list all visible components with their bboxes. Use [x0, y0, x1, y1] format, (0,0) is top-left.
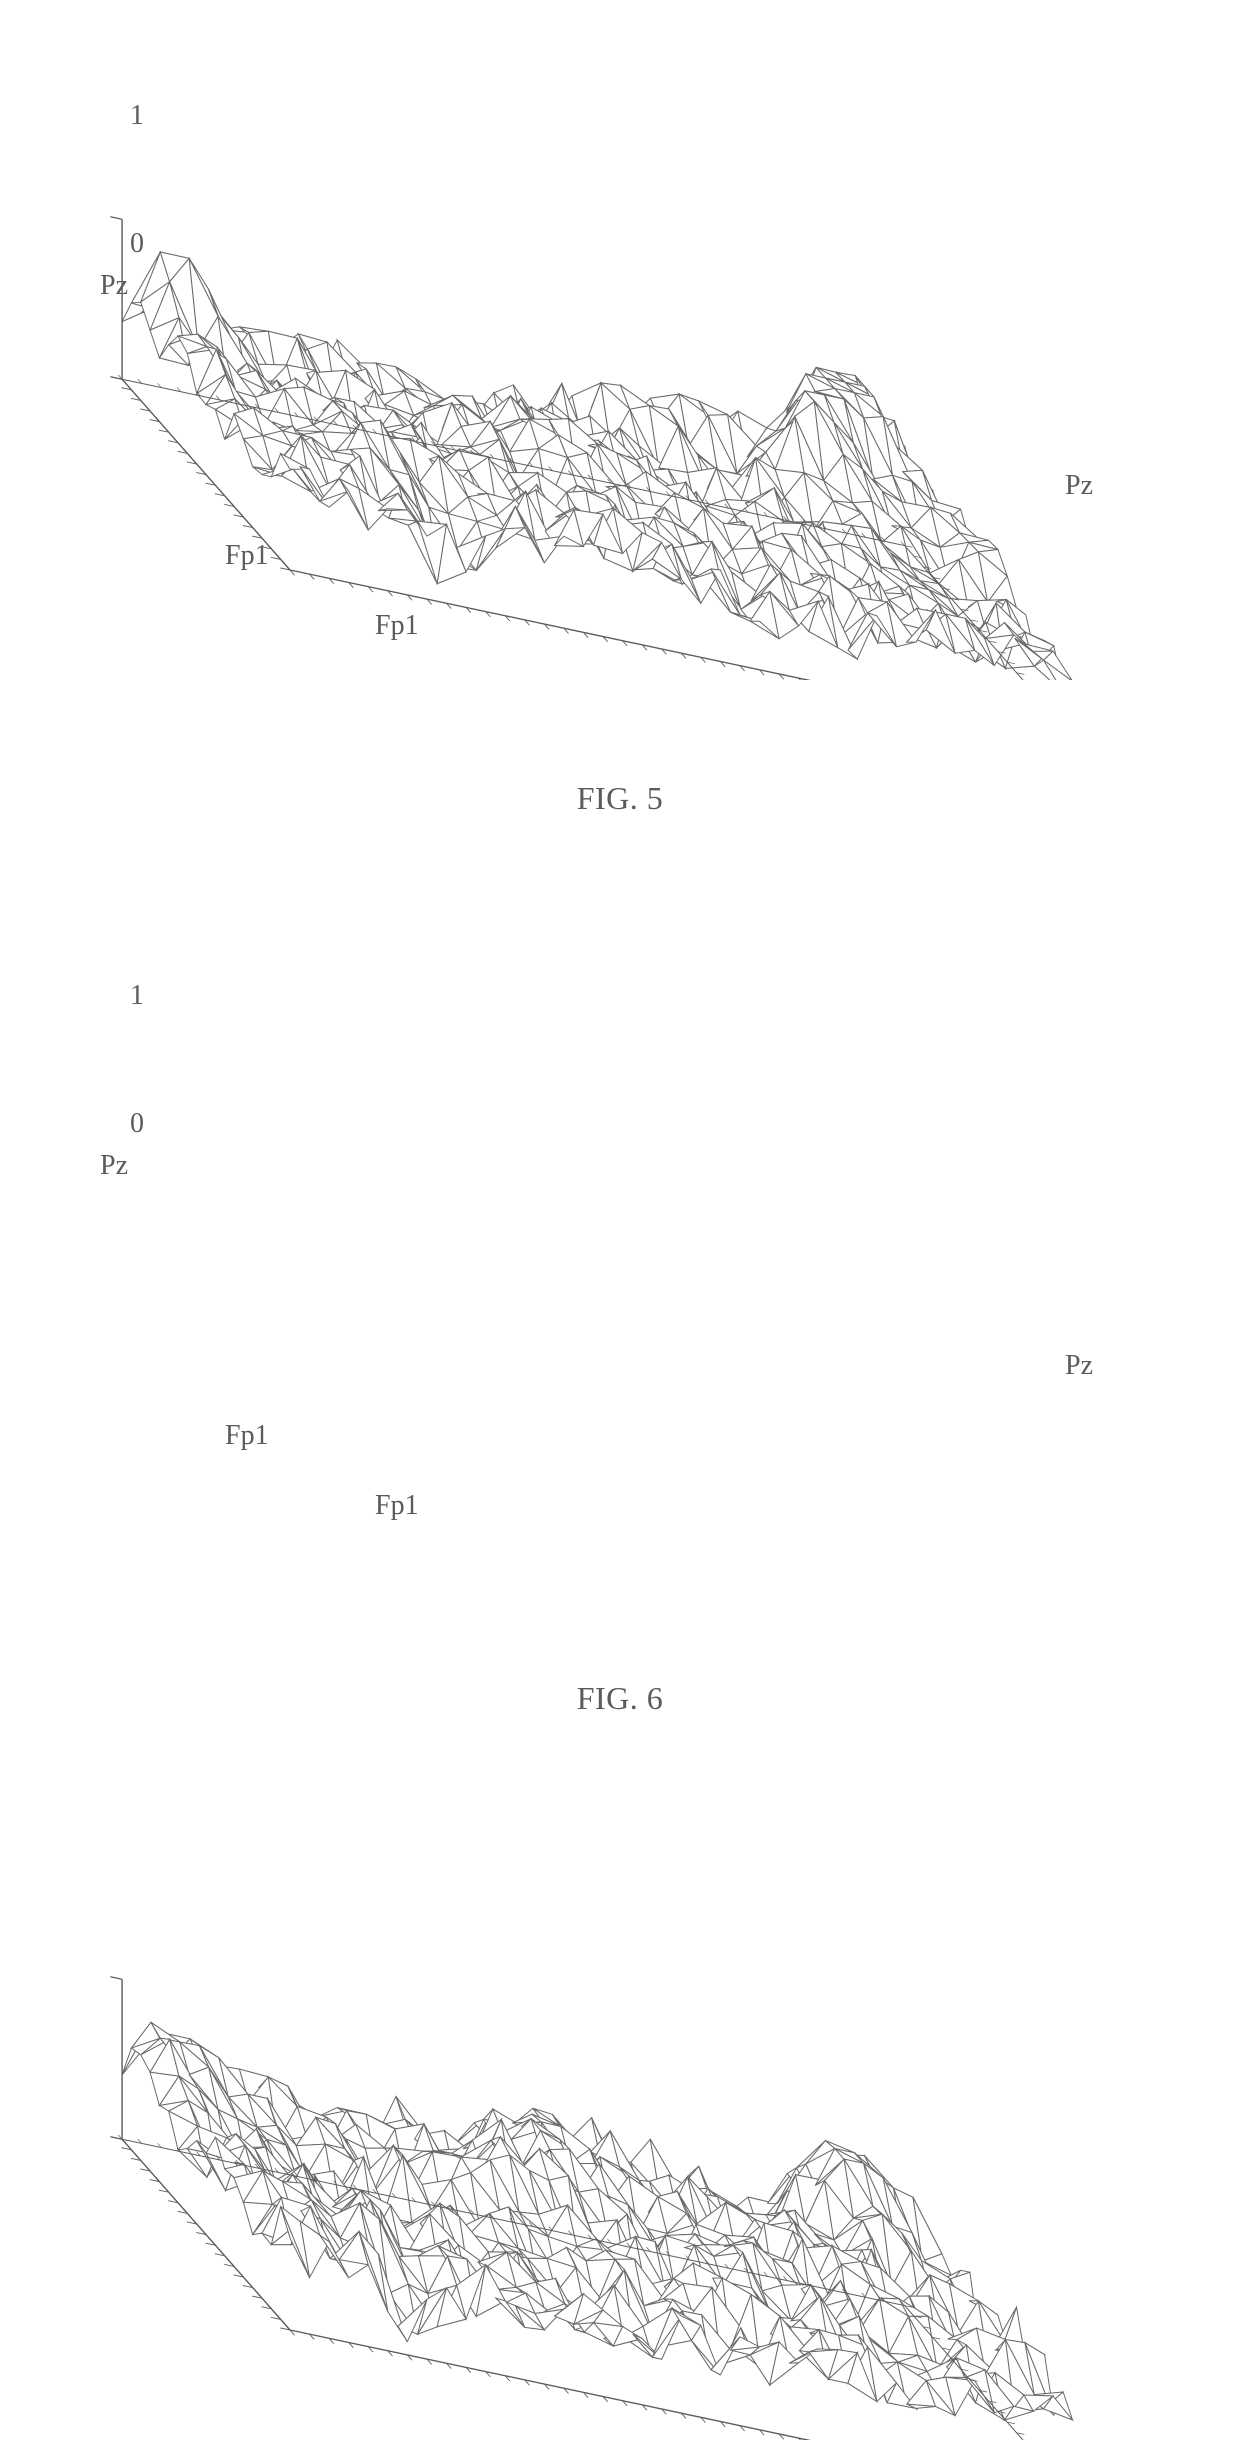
page: 1 0 Pz Fp1 Fp1 Pz FIG. 5 1 0 Pz Fp1 Fp1 … — [0, 0, 1240, 1833]
y-label-pz-fig5: Pz — [100, 270, 128, 302]
x-label-fp1-fig6: Fp1 — [375, 1490, 419, 1522]
z-tick-0-fig5: 0 — [130, 228, 144, 260]
surface-plot-fig6 — [80, 1800, 1160, 2440]
y-label-fp1-fig5: Fp1 — [225, 540, 269, 572]
caption-fig5: FIG. 5 — [0, 780, 1240, 817]
surface-plot-fig5 — [80, 40, 1160, 680]
z-tick-0-fig6: 0 — [130, 1108, 144, 1140]
x-label-pz-fig5: Pz — [1065, 470, 1093, 502]
z-tick-1-fig6: 1 — [130, 980, 144, 1012]
axis-line — [110, 217, 122, 219]
x-label-fp1-fig5: Fp1 — [375, 610, 419, 642]
x-label-pz-fig6: Pz — [1065, 1350, 1093, 1382]
caption-fig6: FIG. 6 — [0, 1680, 1240, 1717]
axis-line — [110, 1977, 122, 1979]
y-label-fp1-fig6: Fp1 — [225, 1420, 269, 1452]
y-label-pz-fig6: Pz — [100, 1150, 128, 1182]
z-tick-1-fig5: 1 — [130, 100, 144, 132]
